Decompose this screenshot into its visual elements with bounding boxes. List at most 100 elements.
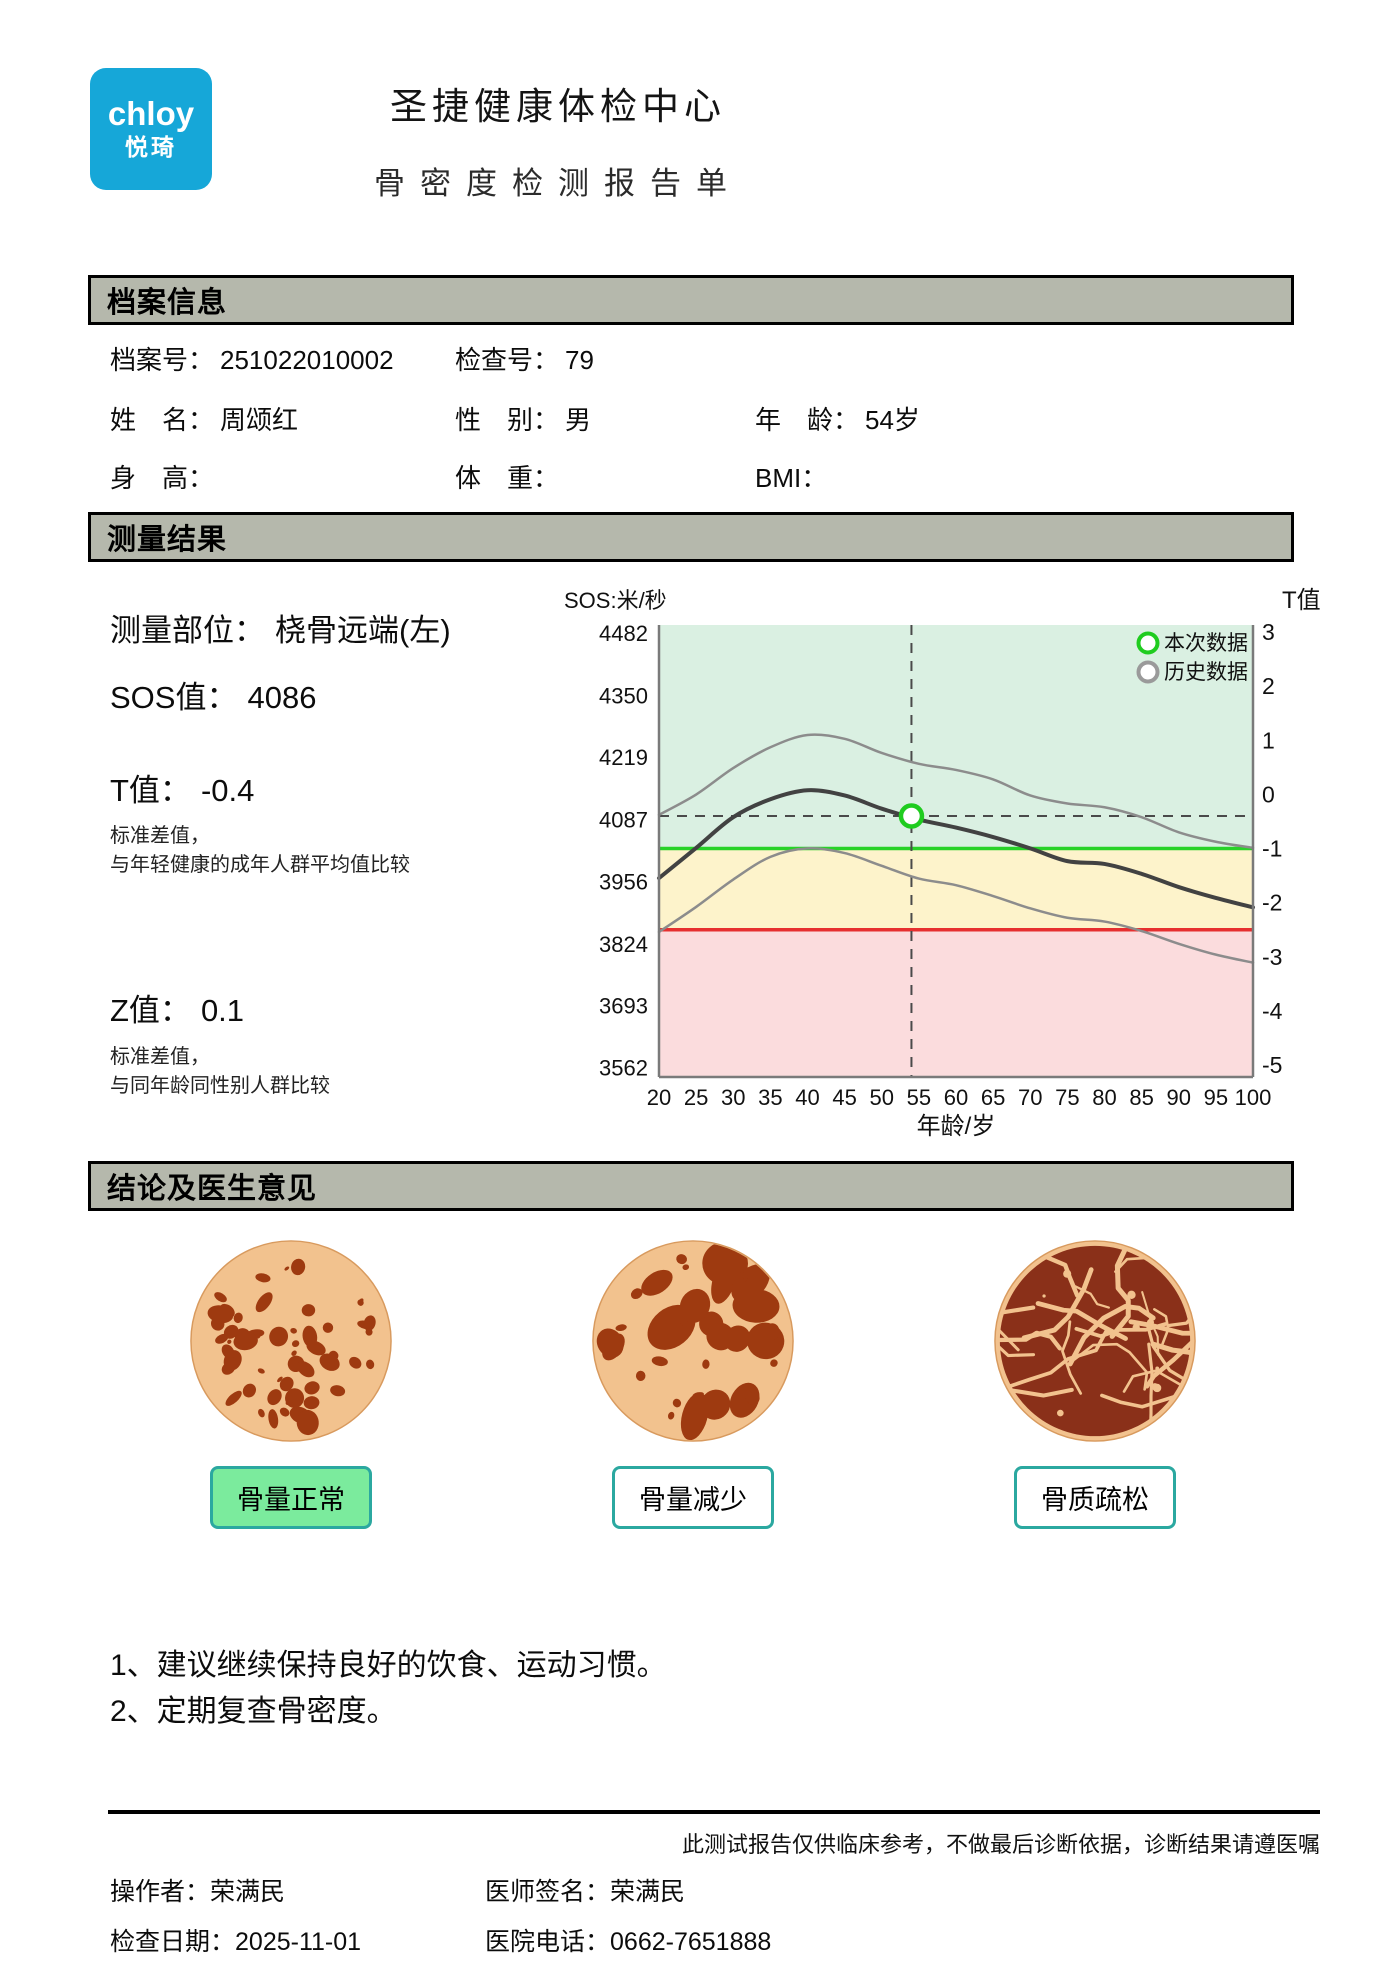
- svg-text:3693: 3693: [599, 994, 648, 1019]
- hospital-phone-value: 0662-7651888: [610, 1928, 772, 1956]
- section-title-results: 测量结果: [107, 524, 228, 556]
- bone-status-label-porous: 骨质疏松: [1014, 1466, 1176, 1529]
- section-header-results: 测量结果: [88, 512, 1294, 562]
- measure-part-value: 桡骨远端(左): [275, 613, 451, 648]
- clinic-logo: chloy 悦琦: [90, 68, 212, 190]
- svg-text:-4: -4: [1262, 998, 1283, 1024]
- svg-text:100: 100: [1235, 1085, 1272, 1110]
- report-title: 骨密度检测报告单: [374, 166, 742, 201]
- archive-field: 身 高：: [110, 463, 215, 493]
- svg-text:-3: -3: [1262, 944, 1282, 970]
- section-title-conclusion: 结论及医生意见: [107, 1173, 318, 1205]
- archive-field: 姓 名： 周颂红: [110, 405, 299, 435]
- section-title-archive: 档案信息: [107, 287, 228, 319]
- bone-cross-section-porous: [994, 1240, 1196, 1442]
- doctor-label: 医师签名：: [485, 1878, 611, 1906]
- svg-text:85: 85: [1129, 1085, 1153, 1110]
- svg-text:90: 90: [1167, 1085, 1191, 1110]
- svg-text:60: 60: [944, 1085, 968, 1110]
- svg-text:65: 65: [981, 1085, 1005, 1110]
- bone-cross-section-reduced: [592, 1240, 794, 1442]
- z-desc-line1: 标准差值，: [110, 1046, 210, 1068]
- svg-text:20: 20: [647, 1085, 671, 1110]
- bone-status-label-normal: 骨量正常: [210, 1466, 372, 1529]
- clinic-name: 圣捷健康体检中心: [390, 86, 726, 127]
- z-desc-line2: 与同年龄同性别人群比较: [110, 1075, 330, 1097]
- measure-part-line: 测量部位： 桡骨远端(左): [110, 605, 451, 650]
- svg-text:4350: 4350: [599, 683, 648, 708]
- svg-text:-5: -5: [1262, 1052, 1282, 1078]
- t-desc-line1: 标准差值，: [110, 825, 210, 847]
- doctor-signature-field: 医师签名：荣满民: [485, 1872, 685, 1908]
- svg-text:3: 3: [1262, 619, 1275, 645]
- svg-text:25: 25: [684, 1085, 708, 1110]
- svg-text:40: 40: [795, 1085, 819, 1110]
- archive-field: 年 龄： 54岁: [755, 405, 920, 435]
- svg-text:T值: T值: [1282, 587, 1321, 614]
- section-header-conclusion: 结论及医生意见: [88, 1161, 1294, 1211]
- t-value: -0.4: [200, 773, 255, 808]
- disclaimer-text: 此测试报告仅供临床参考，不做最后诊断依据，诊断结果请遵医嘱: [681, 1832, 1320, 1857]
- svg-text:80: 80: [1092, 1085, 1116, 1110]
- operator-label: 操作者：: [110, 1878, 211, 1906]
- logo-chinese-text: 悦琦: [125, 134, 177, 160]
- svg-text:95: 95: [1204, 1085, 1228, 1110]
- bone-density-illustrations: 骨量正常 骨量减少 骨质疏松: [90, 1238, 1296, 1529]
- svg-text:30: 30: [721, 1085, 745, 1110]
- archive-field: 体 重：: [455, 463, 560, 493]
- bone-status-label-reduced: 骨量减少: [612, 1466, 774, 1529]
- t-value-line: T值： -0.4: [110, 765, 254, 810]
- svg-text:3956: 3956: [599, 869, 648, 894]
- svg-text:1: 1: [1262, 727, 1275, 753]
- z-label: Z值：: [110, 993, 191, 1028]
- svg-text:-2: -2: [1262, 890, 1282, 916]
- hospital-phone-field: 医院电话：0662-7651888: [485, 1922, 771, 1958]
- z-value-description: 标准差值， 与同年龄同性别人群比较: [110, 1043, 330, 1101]
- sos-value: 4086: [247, 680, 317, 715]
- svg-text:4087: 4087: [599, 808, 648, 833]
- svg-text:0: 0: [1262, 781, 1275, 807]
- section-header-archive: 档案信息: [88, 275, 1294, 325]
- exam-date-value: 2025-11-01: [235, 1928, 362, 1956]
- advice-line-1: 1、建议继续保持良好的饮食、运动习惯。: [110, 1649, 667, 1682]
- exam-date-label: 检查日期：: [110, 1928, 236, 1956]
- exam-date-field: 检查日期：2025-11-01: [110, 1922, 361, 1958]
- operator-field: 操作者：荣满民: [110, 1872, 285, 1908]
- t-desc-line2: 与年轻健康的成年人群平均值比较: [110, 854, 410, 876]
- footer-divider: [108, 1810, 1320, 1814]
- operator-value: 荣满民: [210, 1878, 286, 1906]
- t-label: T值：: [110, 773, 191, 808]
- bone-figure-reduced: 骨量减少: [492, 1238, 894, 1529]
- bone-figure-porous: 骨质疏松: [894, 1238, 1296, 1529]
- archive-field: 档案号： 251022010002: [110, 345, 394, 375]
- hospital-phone-label: 医院电话：: [485, 1928, 611, 1956]
- archive-field: 检查号： 79: [455, 345, 594, 375]
- archive-field: BMI：: [755, 463, 828, 493]
- svg-text:3824: 3824: [599, 932, 648, 957]
- svg-text:历史数据: 历史数据: [1164, 661, 1248, 684]
- svg-text:35: 35: [758, 1085, 782, 1110]
- z-value-line: Z值： 0.1: [110, 985, 244, 1030]
- svg-text:SOS:米/秒: SOS:米/秒: [564, 588, 667, 613]
- svg-text:70: 70: [1018, 1085, 1042, 1110]
- svg-text:2: 2: [1262, 673, 1275, 699]
- svg-text:45: 45: [832, 1085, 856, 1110]
- svg-text:3562: 3562: [599, 1056, 648, 1081]
- sos-value-line: SOS值： 4086: [110, 672, 316, 717]
- logo-brand-text: chloy: [107, 95, 195, 132]
- svg-text:4482: 4482: [599, 621, 648, 646]
- svg-text:本次数据: 本次数据: [1164, 632, 1248, 655]
- svg-text:50: 50: [870, 1085, 894, 1110]
- archive-field: 性 别：男: [455, 405, 592, 435]
- svg-text:年龄/岁: 年龄/岁: [917, 1113, 996, 1140]
- bone-cross-section-normal: [190, 1240, 392, 1442]
- svg-text:-1: -1: [1262, 836, 1282, 862]
- svg-text:55: 55: [907, 1085, 931, 1110]
- advice-line-2: 2、定期复查骨密度。: [110, 1695, 397, 1728]
- doctor-value: 荣满民: [610, 1878, 686, 1906]
- report-header: 圣捷健康体检中心 骨密度检测报告单: [88, 76, 1028, 203]
- bone-figure-normal: 骨量正常: [90, 1238, 492, 1529]
- z-value: 0.1: [200, 993, 245, 1028]
